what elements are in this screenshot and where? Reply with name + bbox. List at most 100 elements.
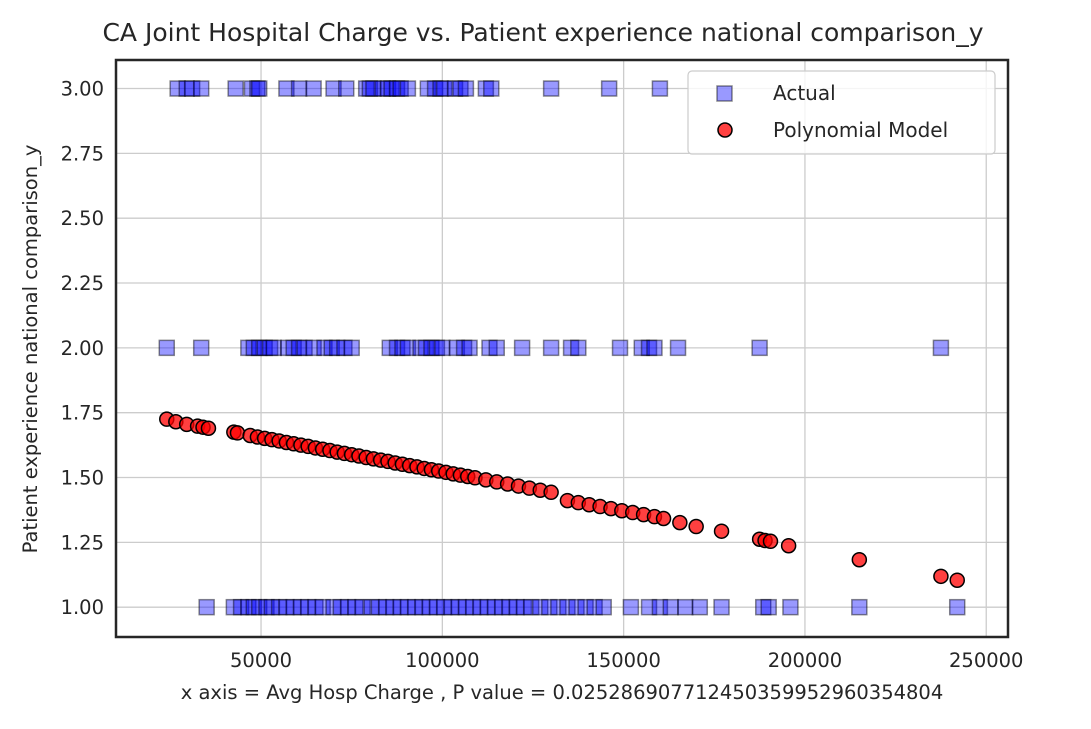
y-axis-label: Patient experience national comparison_y [19,145,42,554]
actual-point [542,339,560,357]
actual-point [464,598,482,616]
legend-polynomial-label: Polynomial Model [773,118,948,142]
actual-point [336,339,353,357]
actual-point [232,598,250,616]
axis-ticks: 50000 100000 150000 200000 250000 1.00 1.25 1.5… [61,78,1024,672]
y-tick-label: 1.00 [61,596,104,619]
plot-frame [114,58,1010,639]
actual-point [646,339,663,357]
actual-point [522,598,540,616]
actual-point [392,80,409,97]
model-point [543,484,559,501]
actual-point [662,598,680,616]
actual-point [394,339,411,357]
actual-point [691,598,709,616]
actual-point [760,598,777,616]
actual-point [299,598,317,616]
actual-point [374,80,391,97]
actual-point [261,339,279,357]
actual-point [568,598,585,616]
actual-point [423,339,440,357]
actual-point [577,598,594,616]
actual-point [385,598,402,616]
actual-point [377,598,395,616]
actual-point [325,598,342,616]
actual-point [240,598,257,616]
actual-point [461,339,478,357]
actual-point [428,339,446,357]
actual-point [240,339,257,357]
actual-point [285,598,302,616]
actual-point [541,598,558,616]
actual-point [169,80,186,97]
y-tick-label: 2.00 [61,337,104,360]
actual-point [531,598,549,616]
actual-point [481,339,498,357]
model-point [713,523,730,539]
actual-point [443,598,460,616]
actual-point [713,598,730,616]
actual-point [457,598,475,616]
actual-point [455,339,473,357]
x-tick-label: 250000 [949,649,1023,672]
actual-point [515,598,533,616]
actual-point [245,339,263,357]
actual-point [640,598,658,616]
actual-point [158,339,176,357]
x-tick-label: 100000 [405,649,479,672]
actual-point [435,598,453,616]
actual-point [354,598,371,616]
actual-point [258,598,275,616]
actual-point [513,339,531,357]
model-point [655,510,672,527]
actual-point [296,339,313,357]
actual-point [265,339,282,357]
actual-point [392,598,409,616]
actual-point [479,598,496,616]
actual-point [361,80,379,97]
actual-point [432,80,449,97]
actual-point [379,80,397,97]
actual-point [339,598,357,616]
actual-point [477,80,495,97]
actual-point [225,598,243,616]
actual-point [472,598,489,616]
actual-point [192,339,210,357]
actual-point [851,598,868,616]
actual-point [192,80,210,97]
actual-point [570,339,587,357]
actual-point [421,598,438,616]
actual-point [305,80,322,97]
actual-point [677,598,694,616]
actual-point [501,598,518,616]
actual-point [651,80,669,97]
actual-point [446,80,464,97]
actual-point [183,80,201,97]
actual-point [399,80,417,97]
actual-point [483,80,500,97]
actual-point [290,339,308,357]
actual-point [611,339,629,357]
actual-point [633,339,651,357]
actual-point [754,598,772,616]
actual-point [227,80,244,97]
model-point [949,572,965,588]
actual-point [595,598,612,616]
actual-point [948,598,966,616]
actual-point [285,339,302,357]
x-axis-label: x axis = Avg Hosp Charge , P value = 0.0… [181,681,944,704]
actual-point [782,598,799,616]
actual-point [328,339,346,357]
actual-point [399,598,417,616]
actual-point [412,339,429,357]
actual-point [198,598,215,616]
actual-point [178,80,195,97]
y-tick-label: 1.25 [61,531,104,554]
model-point [851,551,868,568]
actual-point [448,339,466,357]
actual-point [486,598,504,616]
y-tick-label: 2.75 [61,142,104,165]
actual-point [316,339,333,357]
